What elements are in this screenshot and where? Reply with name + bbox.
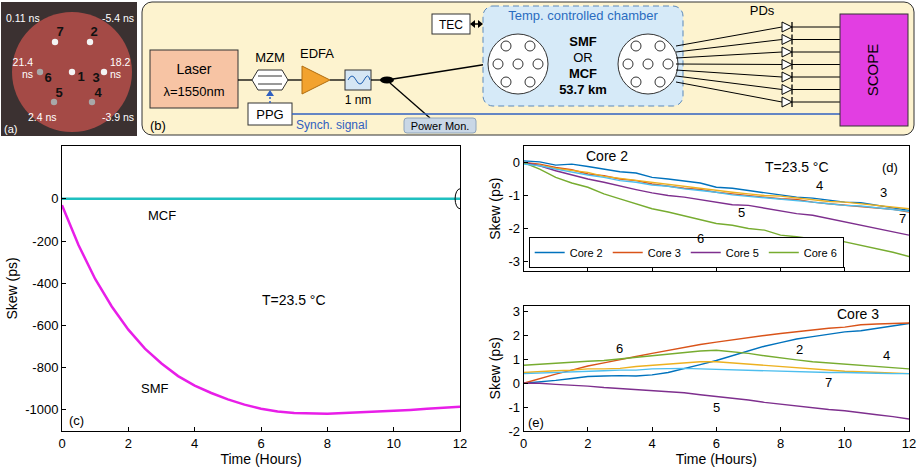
svg-text:ns: ns: [110, 68, 121, 80]
svg-text:2: 2: [584, 436, 591, 451]
svg-text:12: 12: [453, 436, 467, 451]
svg-text:Core 3: Core 3: [837, 306, 879, 322]
svg-text:4: 4: [816, 178, 823, 193]
svg-text:SMF: SMF: [141, 381, 169, 396]
svg-text:OR: OR: [573, 50, 593, 65]
svg-text:Core 3: Core 3: [648, 247, 681, 259]
svg-text:Core 5: Core 5: [726, 247, 759, 259]
svg-text:0: 0: [513, 376, 520, 391]
svg-text:21.4: 21.4: [13, 56, 34, 68]
svg-text:Skew (ps): Skew (ps): [487, 178, 503, 240]
svg-text:5: 5: [55, 85, 62, 100]
svg-text:4: 4: [648, 436, 655, 451]
svg-text:MZM: MZM: [255, 50, 285, 65]
svg-text:2: 2: [90, 24, 97, 39]
svg-text:6: 6: [713, 436, 720, 451]
svg-text:4: 4: [883, 348, 890, 363]
svg-text:Core 6: Core 6: [804, 247, 837, 259]
svg-text:8: 8: [324, 436, 331, 451]
svg-text:Power Mon.: Power Mon.: [411, 120, 470, 132]
svg-text:Synch. signal: Synch. signal: [296, 118, 367, 132]
svg-text:-1000: -1000: [25, 402, 58, 417]
svg-text:Core 2: Core 2: [586, 148, 628, 164]
svg-text:Core 2: Core 2: [570, 247, 603, 259]
svg-text:0: 0: [513, 155, 520, 170]
svg-text:TEC: TEC: [439, 18, 463, 32]
svg-text:2: 2: [796, 342, 803, 357]
svg-text:Time (Hours): Time (Hours): [220, 451, 301, 467]
svg-text:0: 0: [51, 191, 58, 206]
svg-text:4: 4: [94, 85, 102, 100]
svg-text:6: 6: [257, 436, 264, 451]
svg-text:Skew (ps): Skew (ps): [4, 257, 20, 319]
svg-text:MCF: MCF: [148, 208, 176, 223]
svg-text:7: 7: [899, 211, 906, 226]
svg-text:Skew (ps): Skew (ps): [487, 337, 503, 399]
svg-text:3: 3: [880, 185, 887, 200]
svg-text:10: 10: [838, 436, 852, 451]
svg-text:0: 0: [520, 436, 527, 451]
svg-text:-2: -2: [508, 221, 520, 236]
svg-text:-3: -3: [508, 254, 520, 269]
svg-text:ns: ns: [22, 68, 33, 80]
svg-text:-5.4 ns: -5.4 ns: [102, 12, 134, 24]
svg-text:1 nm: 1 nm: [345, 93, 372, 107]
svg-text:53.7 km: 53.7 km: [559, 82, 607, 97]
svg-text:-200: -200: [32, 234, 58, 249]
svg-text:T=23.5 °C: T=23.5 °C: [262, 292, 326, 308]
svg-text:Laser: Laser: [176, 61, 211, 77]
svg-text:(b): (b): [150, 118, 166, 133]
svg-text:4: 4: [191, 436, 198, 451]
svg-text:6: 6: [697, 231, 704, 246]
svg-text:-3.9 ns: -3.9 ns: [102, 111, 134, 123]
svg-text:SCOPE: SCOPE: [864, 44, 881, 97]
svg-text:λ=1550nm: λ=1550nm: [163, 84, 224, 99]
svg-text:SMF: SMF: [569, 34, 597, 49]
svg-text:Temp. controlled chamber: Temp. controlled chamber: [508, 8, 658, 23]
svg-text:7: 7: [825, 375, 832, 390]
svg-text:Time (Hours): Time (Hours): [676, 451, 757, 467]
svg-text:6: 6: [616, 341, 623, 356]
svg-text:-1: -1: [508, 400, 520, 415]
svg-text:(a): (a): [4, 123, 17, 135]
svg-text:5: 5: [738, 205, 745, 220]
svg-text:-400: -400: [32, 276, 58, 291]
svg-text:18.2: 18.2: [110, 56, 131, 68]
svg-text:-2: -2: [508, 424, 520, 439]
svg-text:1: 1: [77, 69, 84, 84]
svg-text:T=23.5 °C: T=23.5 °C: [765, 159, 829, 175]
svg-text:-1: -1: [508, 188, 520, 203]
svg-text:2: 2: [513, 328, 520, 343]
svg-text:2.4 ns: 2.4 ns: [28, 111, 57, 123]
svg-text:MCF: MCF: [569, 66, 597, 81]
svg-text:-800: -800: [32, 360, 58, 375]
svg-text:EDFA: EDFA: [300, 46, 334, 61]
svg-text:2: 2: [125, 436, 132, 451]
svg-text:3: 3: [92, 70, 99, 85]
svg-text:3: 3: [513, 304, 520, 319]
svg-text:12: 12: [902, 436, 916, 451]
svg-text:8: 8: [777, 436, 784, 451]
svg-text:1: 1: [513, 352, 520, 367]
svg-text:-600: -600: [32, 318, 58, 333]
svg-text:0: 0: [58, 436, 65, 451]
svg-text:10: 10: [387, 436, 401, 451]
svg-text:7: 7: [56, 24, 63, 39]
svg-text:(e): (e): [528, 415, 544, 430]
svg-text:0.11 ns: 0.11 ns: [6, 12, 40, 24]
svg-text:(d): (d): [882, 160, 898, 175]
svg-text:6: 6: [44, 70, 51, 85]
svg-text:5: 5: [713, 400, 720, 415]
svg-text:PDs: PDs: [750, 3, 775, 18]
svg-text:PPG: PPG: [256, 107, 283, 122]
svg-text:(c): (c): [69, 413, 84, 428]
